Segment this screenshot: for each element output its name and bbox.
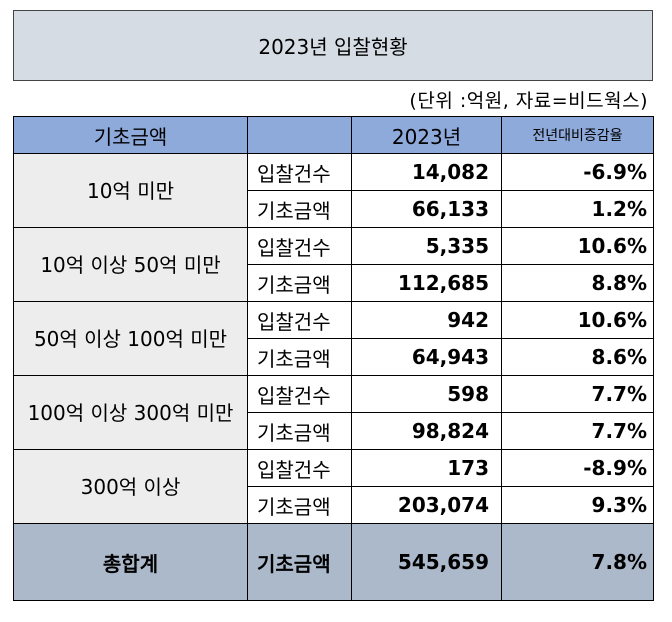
row-type: 기초금액 (247, 486, 352, 524)
group-label: 100억 이상 300억 미만 (13, 375, 248, 450)
total-label: 총합계 (13, 523, 248, 601)
total-type: 기초금액 (247, 523, 352, 601)
table-row: 10억 이상 50억 미만 입찰건수 5,335 10.6% (13, 227, 654, 302)
row-value: 64,943 (351, 338, 502, 376)
group-label: 50억 이상 100억 미만 (13, 301, 248, 376)
row-type: 기초금액 (247, 412, 352, 450)
total-row: 총합계 기초금액 545,659 7.8% (13, 523, 654, 601)
group-label: 10억 이상 50억 미만 (13, 227, 248, 302)
row-value: 66,133 (351, 190, 502, 228)
row-value: 98,824 (351, 412, 502, 450)
row-type: 기초금액 (247, 338, 352, 376)
row-type: 입찰건수 (247, 375, 352, 413)
total-change: 7.8% (501, 523, 654, 601)
row-type: 기초금액 (247, 264, 352, 302)
bid-status-table: 기초금액 2023년 전년대비증감율 10억 미만 입찰건수 14,082 -6… (13, 116, 654, 601)
header-category: 기초금액 (13, 116, 248, 154)
row-change: -6.9% (501, 153, 654, 191)
row-change: 10.6% (501, 301, 654, 339)
table-row: 100억 이상 300억 미만 입찰건수 598 7.7% (13, 375, 654, 450)
table-row: 300억 이상 입찰건수 173 -8.9% (13, 449, 654, 524)
table-row: 기초금액 66,133 1.2% (14, 190, 654, 228)
row-change: 9.3% (501, 486, 654, 524)
row-type: 입찰건수 (247, 227, 352, 265)
row-value: 112,685 (351, 264, 502, 302)
table-row: 기초금액 64,943 8.6% (14, 338, 654, 376)
row-change: 7.7% (501, 375, 654, 413)
row-value: 14,082 (351, 153, 502, 191)
row-change: 8.6% (501, 338, 654, 376)
row-type: 입찰건수 (247, 153, 352, 191)
table-row: 기초금액 98,824 7.7% (14, 412, 654, 450)
header-blank (247, 116, 352, 154)
table-row: 50억 이상 100억 미만 입찰건수 942 10.6% (13, 301, 654, 376)
row-value: 598 (351, 375, 502, 413)
header-year: 2023년 (351, 116, 502, 154)
group-label: 300억 이상 (13, 449, 248, 524)
total-value: 545,659 (351, 523, 502, 601)
row-value: 173 (351, 449, 502, 487)
group-label: 10억 미만 (13, 153, 248, 228)
row-change: 10.6% (501, 227, 654, 265)
row-change: 7.7% (501, 412, 654, 450)
page-title: 2023년 입찰현황 (13, 10, 653, 81)
row-value: 203,074 (351, 486, 502, 524)
row-change: -8.9% (501, 449, 654, 487)
row-type: 입찰건수 (247, 449, 352, 487)
row-type: 기초금액 (247, 190, 352, 228)
header-change: 전년대비증감율 (501, 116, 654, 154)
unit-note: (단위 :억원, 자료=비드웍스) (409, 90, 648, 112)
table-header-row: 기초금액 2023년 전년대비증감율 (13, 116, 654, 154)
row-type: 입찰건수 (247, 301, 352, 339)
row-value: 5,335 (351, 227, 502, 265)
row-change: 8.8% (501, 264, 654, 302)
table-row: 기초금액 112,685 8.8% (14, 264, 654, 302)
table-row: 10억 미만 입찰건수 14,082 -6.9% (13, 153, 654, 228)
row-value: 942 (351, 301, 502, 339)
row-change: 1.2% (501, 190, 654, 228)
